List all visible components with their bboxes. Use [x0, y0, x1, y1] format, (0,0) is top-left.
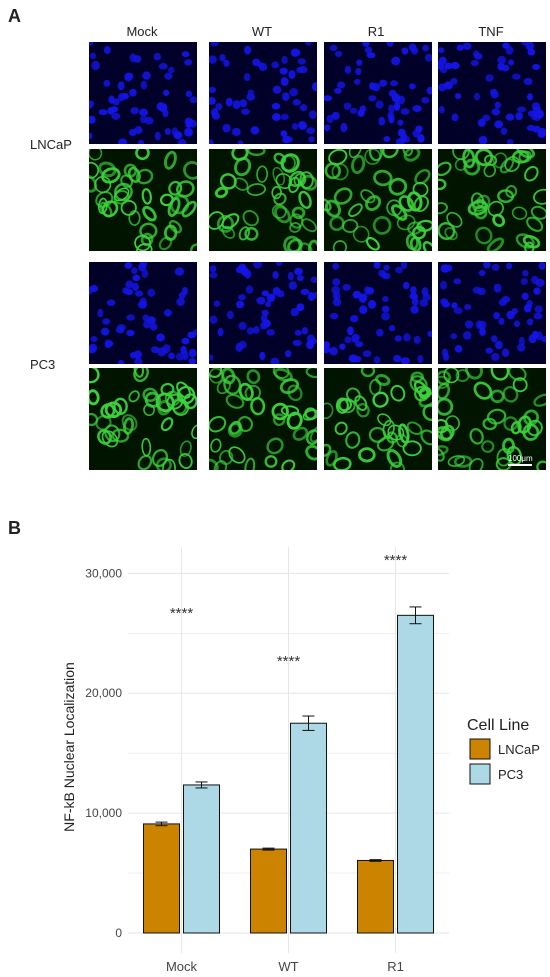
x-tick-label-r1: R1 [387, 959, 404, 974]
legend-label-pc3: PC3 [498, 767, 523, 782]
micrograph-pc3-wt-nfkb [209, 368, 317, 470]
column-label-wt: WT [251, 24, 273, 39]
significance-wt: **** [277, 653, 301, 670]
bar-pc3-r1 [397, 614, 434, 934]
error-bar-pc3-mock [195, 781, 208, 789]
row-label-lncap: LNCaP [30, 137, 72, 152]
bar-pc3-wt [290, 722, 327, 934]
legend: Cell Line LNCaP PC3 [467, 717, 540, 785]
legend-swatch-lncap [469, 738, 491, 760]
micrograph-lncap-r1-nfkb [324, 149, 432, 251]
column-label-r1: R1 [367, 24, 385, 39]
legend-swatch-pc3 [469, 763, 491, 785]
bar-lncap-r1 [357, 859, 394, 934]
error-bar-pc3-wt [302, 715, 315, 731]
bar-lncap-wt [250, 848, 287, 934]
micrograph-pc3-mock-nfkb [89, 368, 197, 470]
y-tick-label: 0 [115, 926, 122, 940]
micrograph-lncap-tnf-nuclei [438, 42, 546, 144]
y-tick-label: 10,000 [85, 806, 122, 820]
micrograph-lncap-tnf-nfkb [438, 149, 546, 251]
error-bar-pc3-r1 [409, 606, 422, 625]
micrograph-lncap-wt-nuclei [209, 42, 317, 144]
significance-mock: **** [170, 605, 194, 622]
error-bar-lncap-wt [262, 847, 275, 851]
column-label-tnf: TNF [478, 24, 504, 39]
micrograph-pc3-tnf-nuclei [438, 262, 546, 364]
column-label-mock: Mock [126, 24, 158, 39]
micrograph-lncap-wt-nfkb [209, 149, 317, 251]
x-tick-label-mock: Mock [166, 959, 198, 974]
bar-pc3-mock [183, 784, 220, 934]
panel-a-letter: A [8, 6, 21, 26]
micrograph-pc3-r1-nuclei [324, 262, 432, 364]
micrograph-pc3-r1-nfkb [324, 368, 432, 470]
x-tick-label-wt: WT [278, 959, 298, 974]
scale-bar-label: 100μm [508, 454, 533, 463]
error-bar-lncap-r1 [369, 859, 382, 862]
nf-kb-bar-chart: **** **** **** Mock WT R1 0 10,000 20,000 30,000… [61, 547, 540, 974]
scale-bar: 100μm [508, 454, 533, 466]
error-bar-lncap-mock [155, 821, 168, 827]
legend-label-lncap: LNCaP [498, 742, 540, 757]
significance-r1: **** [384, 552, 408, 569]
legend-title: Cell Line [467, 717, 529, 734]
y-tick-label: 30,000 [85, 566, 122, 580]
y-tick-label: 20,000 [85, 686, 122, 700]
row-label-pc3: PC3 [30, 357, 56, 372]
micrograph-pc3-mock-nuclei [89, 262, 197, 364]
micrograph-pc3-tnf-nfkb [438, 368, 546, 470]
bar-lncap-mock [143, 823, 180, 934]
micrograph-lncap-mock-nuclei [89, 42, 197, 144]
micrograph-lncap-mock-nfkb [89, 149, 197, 251]
micrograph-lncap-r1-nuclei [324, 42, 432, 144]
micrograph-pc3-wt-nuclei [209, 262, 317, 364]
y-axis-label: NF-kB Nuclear Localization [61, 662, 77, 832]
panel-b-letter: B [8, 518, 21, 538]
